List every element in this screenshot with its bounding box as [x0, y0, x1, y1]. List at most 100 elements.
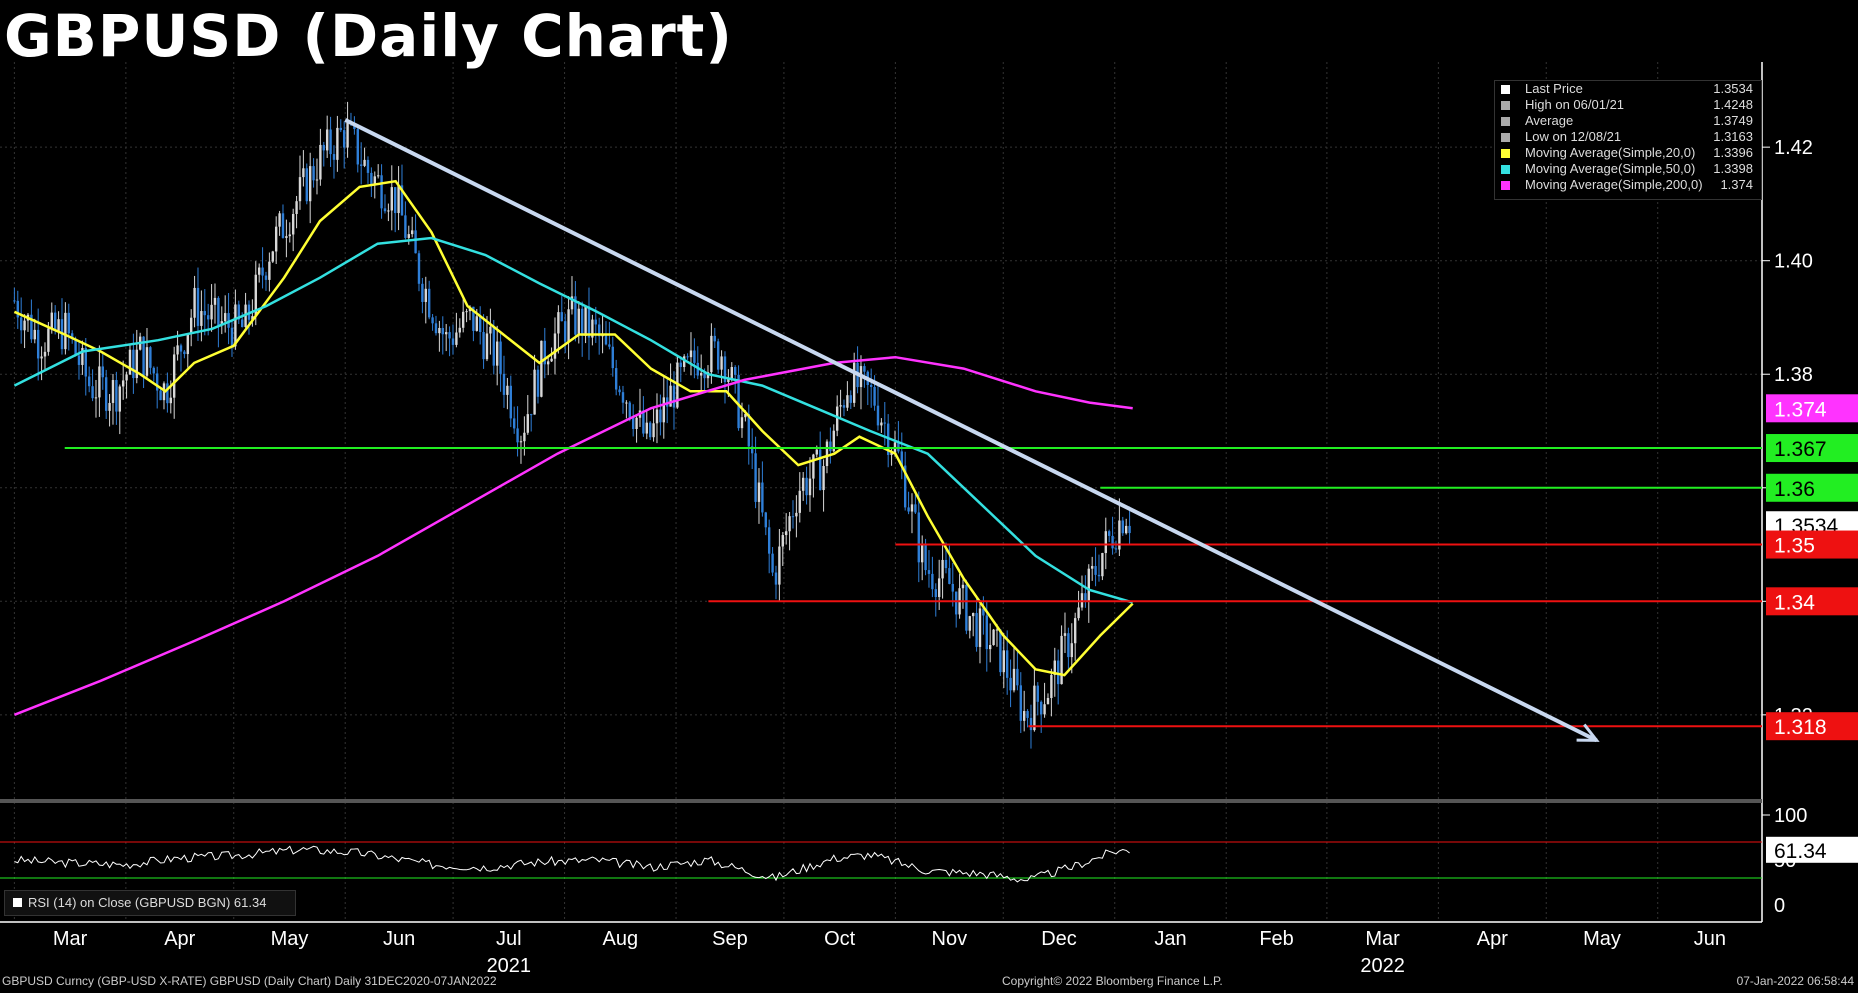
y-tick-label: 1.42	[1774, 137, 1813, 159]
x-month-label: Feb	[1259, 928, 1293, 950]
candle-body	[325, 129, 329, 151]
candle-body	[931, 573, 934, 590]
candle-body	[788, 516, 791, 532]
candle-body	[186, 333, 189, 355]
y-tick-label: 1.40	[1774, 251, 1813, 273]
legend-entry: Moving Average(Simple,20,0) 1.3396	[1495, 145, 1761, 161]
candle-body	[431, 317, 434, 324]
x-month-label: Jul	[496, 928, 522, 950]
x-year-label: 2021	[487, 955, 532, 977]
candle-body	[319, 144, 322, 180]
legend-name: Moving Average(Simple,50,0)	[1525, 161, 1696, 176]
candle-body	[329, 129, 332, 155]
legend-swatch	[1501, 133, 1510, 142]
candle-body	[482, 331, 485, 360]
candle-body	[414, 230, 417, 254]
candle-body	[237, 304, 240, 320]
candle-body	[1022, 711, 1026, 721]
candle-body	[475, 316, 478, 331]
candle-body	[502, 373, 506, 395]
candle-body	[917, 512, 920, 563]
candle-body	[900, 451, 903, 466]
rsi-legend-swatch	[13, 898, 22, 907]
price-label-box	[1766, 530, 1858, 559]
candle-body	[264, 275, 268, 280]
candle-body	[703, 373, 706, 379]
candle-body	[155, 373, 159, 391]
candle-body	[87, 376, 91, 387]
candle-body	[672, 385, 676, 408]
legend-swatch	[1501, 181, 1510, 190]
candle-body	[774, 572, 778, 585]
candle-body	[563, 321, 567, 342]
candle-body	[74, 338, 77, 356]
candle-body	[234, 304, 237, 347]
candle-body	[903, 465, 907, 508]
candle-body	[597, 324, 601, 337]
x-month-label: Apr	[164, 928, 195, 950]
candle-body	[115, 380, 118, 412]
candle-body	[716, 341, 720, 370]
candle-body	[1002, 650, 1005, 673]
candle-body	[13, 300, 16, 302]
candle-body	[356, 129, 359, 165]
candle-body	[570, 296, 574, 310]
candle-body	[846, 395, 849, 408]
candle-body	[577, 308, 580, 335]
candle-body	[1094, 566, 1097, 575]
legend-name: Moving Average(Simple,20,0)	[1525, 145, 1696, 160]
rsi-value-text: 61.34	[1774, 840, 1827, 863]
candle-body	[659, 409, 662, 423]
candle-body	[220, 321, 223, 326]
moving-average-line	[13, 179, 1134, 677]
candle-body	[257, 267, 261, 275]
candle-body	[897, 442, 900, 452]
candle-body	[801, 477, 805, 491]
candle-body	[506, 385, 509, 395]
candle-body	[407, 234, 410, 238]
candle-body	[761, 482, 764, 513]
legend-swatch	[1501, 165, 1510, 174]
candle-body	[754, 453, 757, 502]
candle-body	[230, 327, 234, 347]
x-year-label: 2022	[1360, 955, 1405, 977]
candle-body	[880, 422, 883, 426]
candle-body	[67, 312, 70, 334]
candle-body	[1063, 633, 1067, 636]
candle-body	[1039, 701, 1043, 715]
candle-body	[1005, 650, 1009, 678]
candle-body	[580, 308, 584, 336]
candle-body	[315, 179, 319, 181]
candle-body	[332, 154, 336, 160]
candle-body	[628, 402, 631, 418]
candle-body	[512, 418, 516, 429]
candle-body	[458, 327, 461, 333]
candle-body	[227, 313, 230, 328]
candle-body	[240, 319, 244, 328]
candle-body	[70, 333, 74, 339]
candle-body	[1056, 660, 1060, 685]
price-label-text: 1.374	[1774, 398, 1827, 421]
candle-body	[995, 629, 999, 631]
candle-body	[132, 349, 135, 379]
candle-body	[305, 168, 308, 202]
legend-name: Moving Average(Simple,200,0)	[1525, 177, 1703, 192]
candle-body	[1070, 643, 1073, 658]
candle-body	[839, 405, 842, 407]
candle-body	[33, 329, 36, 340]
candle-body	[618, 389, 621, 393]
candle-body	[614, 368, 618, 390]
candle-body	[842, 405, 846, 408]
candle-body	[682, 356, 686, 367]
candle-body	[485, 333, 489, 360]
candle-body	[98, 366, 101, 398]
candle-body	[291, 213, 295, 235]
candle-body	[383, 208, 387, 212]
candle-body	[223, 313, 227, 322]
candle-body	[23, 320, 26, 331]
candle-body	[295, 201, 298, 214]
candle-body	[308, 166, 312, 202]
candle-body	[376, 175, 380, 177]
candle-body	[822, 466, 825, 491]
candle-body	[183, 351, 186, 355]
